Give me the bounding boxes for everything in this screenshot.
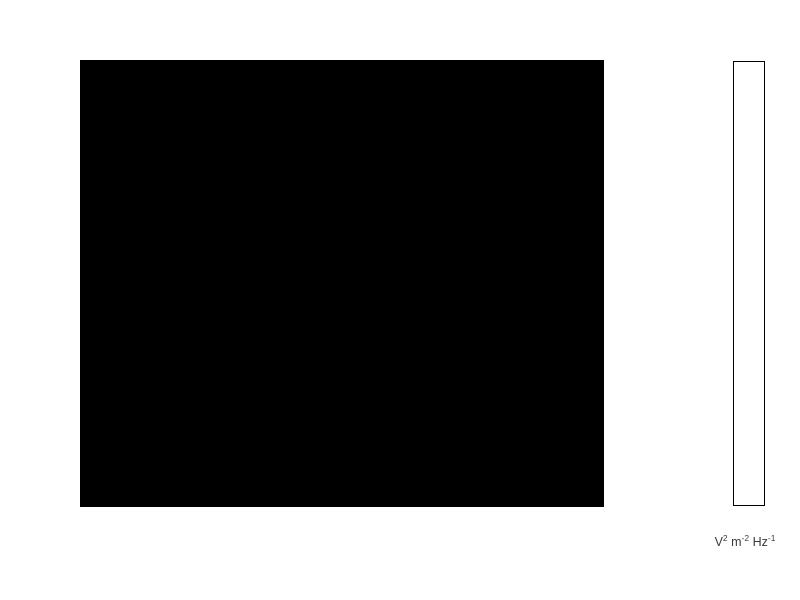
ionogram-heatmap-canvas — [81, 61, 603, 506]
colorbar-units-text: V2 m-2 Hz-1 — [714, 533, 776, 550]
colorbar-units-label: V2 m-2 Hz-1 — [690, 533, 800, 549]
colorbar — [733, 61, 765, 506]
ionogram-plot-area — [80, 60, 604, 507]
header-metadata — [0, 30, 800, 48]
colorbar-gradient — [734, 62, 764, 505]
